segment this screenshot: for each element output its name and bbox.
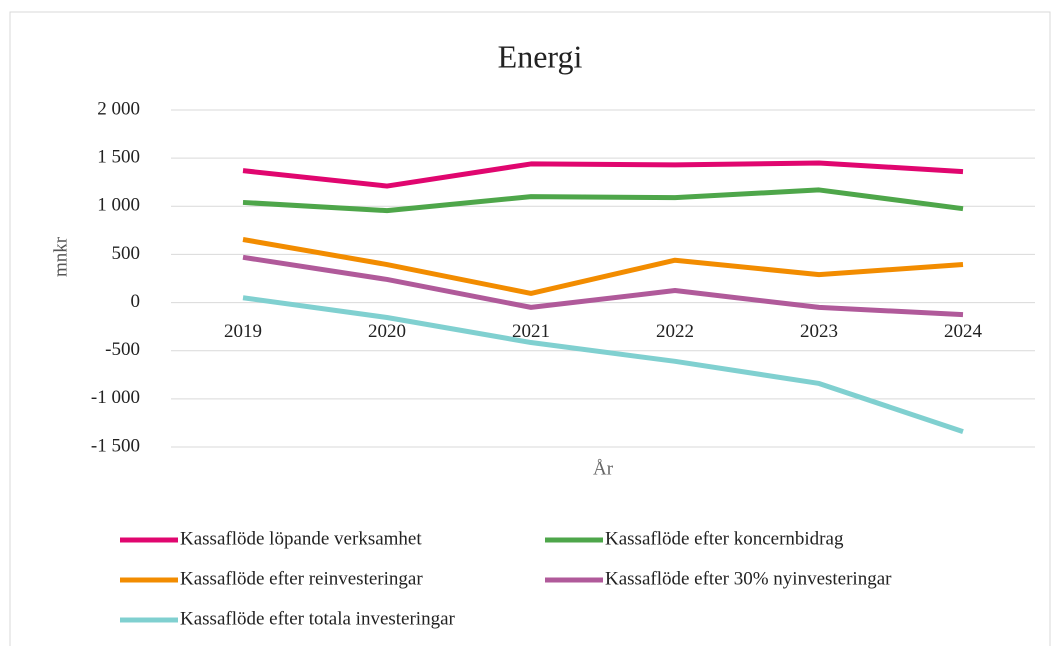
legend-label: Kassaflöde löpande verksamhet xyxy=(180,528,422,549)
line-series xyxy=(242,160,964,189)
y-tick-label: -500 xyxy=(105,339,140,360)
y-tick-label: 1 000 xyxy=(97,195,140,216)
legend-label: Kassaflöde efter 30% nyinvesteringar xyxy=(605,568,892,589)
legend-label: Kassaflöde efter reinvesteringar xyxy=(180,568,423,589)
y-tick-label: 500 xyxy=(112,243,141,264)
legend-label: Kassaflöde efter koncernbidrag xyxy=(605,528,844,549)
y-tick-label: -1 000 xyxy=(91,387,140,408)
y-axis-label: mnkr xyxy=(50,236,71,277)
y-tick-label: 1 500 xyxy=(97,147,140,168)
x-tick-label: 2024 xyxy=(944,321,983,342)
chart-frame xyxy=(9,11,1051,646)
chart-title: Energi xyxy=(498,38,583,74)
x-tick-label: 2021 xyxy=(512,321,550,342)
legend-label: Kassaflöde efter totala investeringar xyxy=(180,608,456,629)
x-tick-label: 2020 xyxy=(368,321,406,342)
x-tick-label: 2022 xyxy=(656,321,694,342)
y-tick-label: 2 000 xyxy=(97,98,140,119)
line-series xyxy=(242,254,964,318)
x-tick-label: 2019 xyxy=(224,321,262,342)
line-series xyxy=(242,295,964,434)
line-series xyxy=(242,237,964,296)
x-tick-label: 2023 xyxy=(800,321,838,342)
line-series xyxy=(242,187,964,214)
y-tick-label: 0 xyxy=(131,291,141,312)
y-tick-label: -1 500 xyxy=(91,435,140,456)
x-axis-label: År xyxy=(593,458,614,479)
